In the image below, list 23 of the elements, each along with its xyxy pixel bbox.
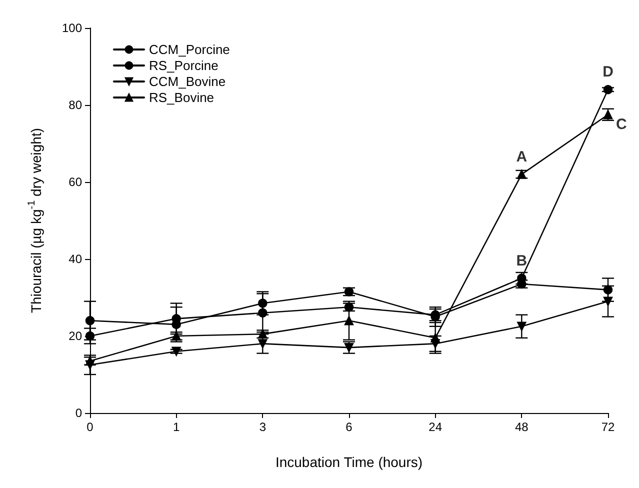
x-tick-label: 72 [601,420,615,434]
y-tick-label: 80 [68,98,82,112]
annotation: A [516,148,528,166]
annotation: B [516,252,528,270]
y-axis-title: Thiouracil (µg kg-1 dry weight) [26,128,44,314]
legend-label: RS_Porcine [149,58,218,73]
annotation: C [616,116,627,134]
x-tick-label: 24 [428,420,442,434]
x-axis-title: Incubation Time (hours) [275,454,423,470]
y-tick-label: 40 [68,252,82,266]
x-tick-label: 1 [172,420,180,434]
y-tick-label: 100 [62,21,82,35]
x-tick-label: 6 [346,420,353,434]
y-tick-label: 20 [68,329,82,343]
y-tick-label: 0 [75,406,82,420]
x-tick-label: 0 [86,420,94,434]
x-tick-label: 48 [514,420,529,434]
legend-label: RS_Bovine [149,90,214,105]
legend-label: CCM_Bovine [149,74,226,89]
annotation: D [602,64,614,81]
x-tick-label: 3 [259,420,266,434]
y-tick-label: 60 [68,175,82,189]
legend-label: CCM_Porcine [149,42,230,57]
